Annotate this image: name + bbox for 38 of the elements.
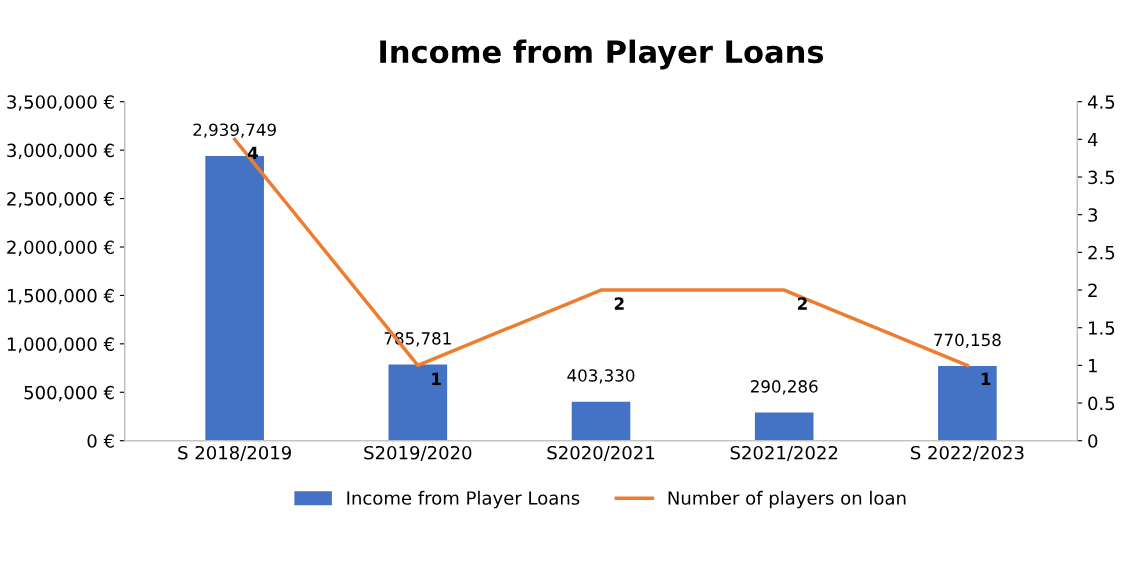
x-tick-label: S2021/2022 [730,445,838,461]
legend-label: Income from Player Loans [347,490,580,509]
y-tick-label: 1,500,000 € [7,288,114,305]
y-tick-label: 2,000,000 € [7,240,114,256]
data-label: 1 [432,372,441,385]
data-label: 770,158 [934,333,1001,348]
bar [754,412,814,441]
data-label: 403,330 [567,369,635,384]
y2-tick-label: 3.5 [1088,170,1115,185]
y-tick-label: 1,000,000 € [7,337,114,353]
y2-tick-label: 0.5 [1088,396,1115,411]
x-tick-label: S 2022/2023 [910,445,1024,461]
y2-tick-label: 2 [1088,283,1097,297]
y2-tick-label: 4 [1087,133,1098,147]
y-tick-label: 500,000 € [24,385,114,402]
y2-tick-label: 4.5 [1087,95,1115,109]
bar [388,364,448,441]
bar [571,401,631,441]
y2-tick-label: 0 [1088,434,1098,448]
data-label: 2 [614,297,624,310]
y-tick-label: 0 € [87,434,114,448]
y2-tick-label: 3 [1088,208,1098,222]
x-tick-label: S2020/2021 [547,445,655,461]
y2-tick-label: 1 [1089,359,1097,373]
y-tick-label: 3,500,000 € [7,95,114,111]
bar [938,366,997,441]
data-label: 2,939,749 [193,123,276,138]
data-label: 1 [981,372,991,385]
data-label: 2 [798,297,807,310]
x-tick-label: S2019/2020 [364,445,472,461]
y2-tick-label: 1.5 [1089,321,1115,335]
y-tick-label: 2,500,000 € [7,192,114,208]
y2-tick-label: 2.5 [1088,245,1115,260]
x-tick-label: S 2018/2019 [178,445,291,461]
legend-label: Number of players on loan [668,490,906,509]
chart-title: Income from Player Loans [380,39,824,70]
y-tick-label: 3,000,000 € [7,143,114,160]
data-label: 290,286 [750,380,818,395]
